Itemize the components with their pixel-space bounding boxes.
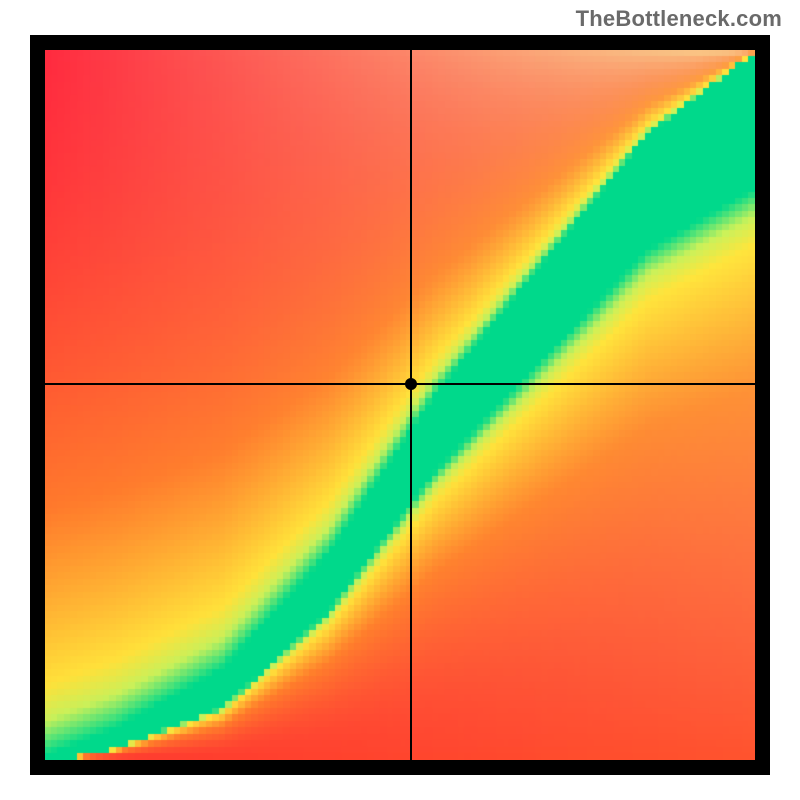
chart-frame (30, 35, 770, 775)
watermark-text: TheBottleneck.com (576, 6, 782, 32)
bottleneck-heatmap (45, 50, 755, 760)
canvas: TheBottleneck.com (0, 0, 800, 800)
